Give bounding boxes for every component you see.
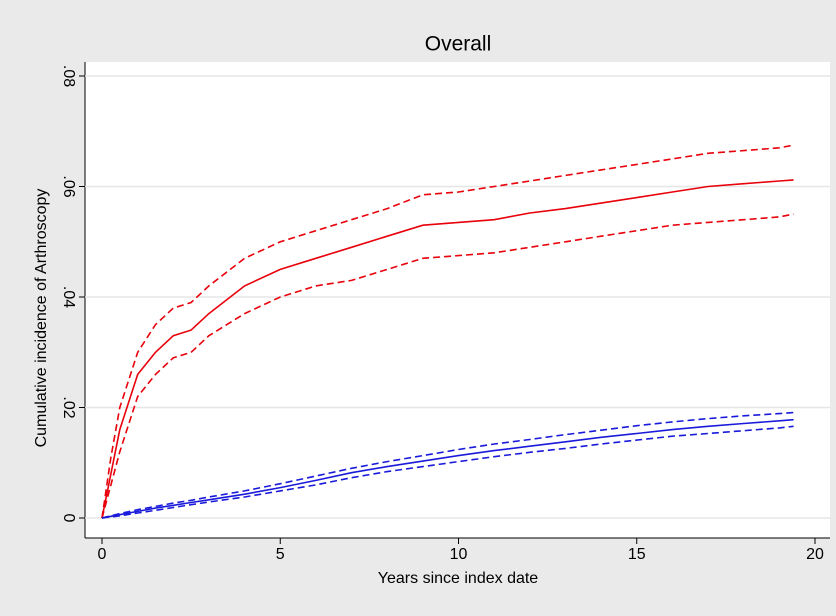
x-tick-label: 5 (276, 546, 285, 563)
line (101, 144, 794, 519)
x-tick-label: 20 (806, 546, 824, 563)
line (101, 213, 794, 519)
x-tick-label: 15 (628, 546, 646, 563)
y-axis-label: Cumulative incidence of Arthroscopy (33, 189, 50, 448)
line (101, 425, 794, 519)
x-axis-label: Years since index date (378, 570, 539, 587)
y-tick-label: 0 (60, 514, 77, 523)
y-tick-label: .02 (60, 396, 77, 418)
plot-area (85, 62, 830, 538)
y-tick-label: .06 (60, 175, 77, 197)
line (101, 411, 794, 519)
x-tick-label: 0 (98, 546, 107, 563)
line (101, 179, 794, 519)
y-tick-label: .08 (60, 65, 77, 87)
x-tick-label: 10 (450, 546, 468, 563)
y-tick-label: .04 (60, 286, 77, 308)
chart-title: Overall (425, 33, 492, 56)
line (101, 418, 794, 519)
